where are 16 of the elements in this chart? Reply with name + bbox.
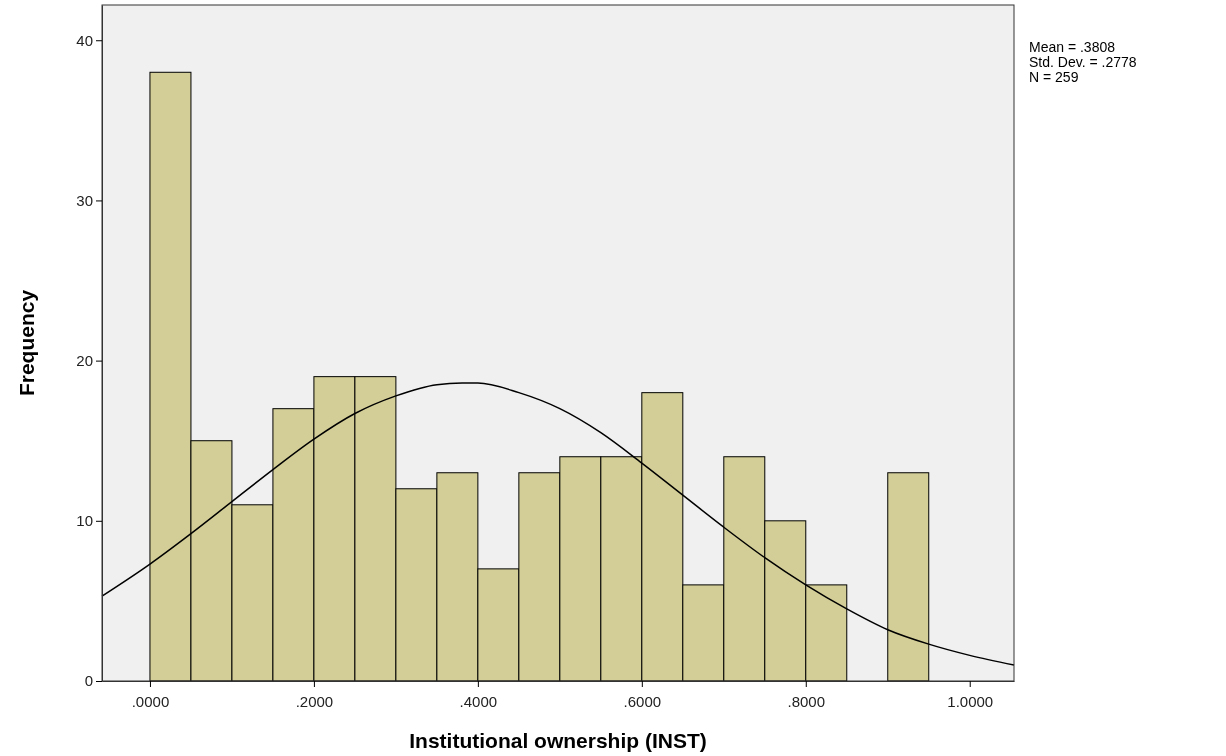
x-tick-label: .4000 xyxy=(459,692,498,710)
y-tick-label: 30 xyxy=(76,191,93,209)
y-tick-label: 20 xyxy=(76,351,93,369)
x-tick-label: .0000 xyxy=(131,692,170,710)
y-tick-label: 0 xyxy=(84,672,93,690)
text: N = 259 xyxy=(1029,69,1079,85)
y-axis-title: Frequency xyxy=(15,289,38,397)
y-tick-label: 40 xyxy=(76,31,93,49)
x-axis-title: Institutional ownership (INST) xyxy=(409,729,707,752)
text: Mean = .3808 xyxy=(1029,39,1116,55)
y-tick-label: 10 xyxy=(76,512,93,530)
x-tick-label: .2000 xyxy=(295,692,334,710)
x-tick-label: .6000 xyxy=(623,692,662,710)
x-tick-label: .8000 xyxy=(787,692,826,710)
text: Std. Dev. = .2778 xyxy=(1029,54,1137,70)
x-tick-label: 1.0000 xyxy=(947,692,994,710)
